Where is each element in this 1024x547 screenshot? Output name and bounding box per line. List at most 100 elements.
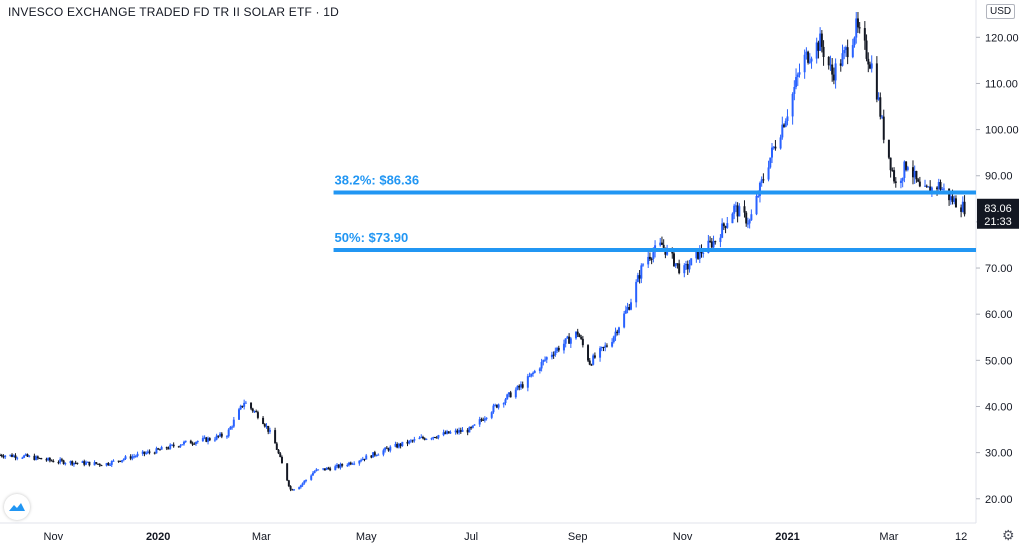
candle-body xyxy=(480,419,483,421)
candle-body xyxy=(267,425,270,432)
candle-body xyxy=(16,457,19,459)
candle-body xyxy=(136,453,139,457)
candle-body xyxy=(817,42,820,51)
candle-body xyxy=(746,223,749,225)
candle-body xyxy=(430,438,433,440)
candle-body xyxy=(642,264,645,266)
candle-body xyxy=(721,223,724,238)
candle-body xyxy=(538,368,541,372)
candle-body xyxy=(906,167,909,170)
y-tick-label: 90.00 xyxy=(985,171,1013,183)
candle-body xyxy=(449,432,452,434)
candle-body xyxy=(712,241,715,248)
fib-level-label: 50%: $73.90 xyxy=(335,230,409,245)
candle-body xyxy=(181,444,184,446)
candle-body xyxy=(444,432,447,434)
candle-body xyxy=(698,249,701,259)
candle-body xyxy=(808,61,811,63)
candle-body xyxy=(60,459,63,461)
candle-body xyxy=(420,436,423,438)
candle-body xyxy=(924,185,927,187)
candle-body xyxy=(903,161,906,178)
candle-body xyxy=(251,408,254,412)
candle-body xyxy=(397,443,400,448)
candle-body xyxy=(133,456,136,458)
candle-body xyxy=(98,463,101,466)
candle-body xyxy=(532,372,535,374)
candle-body xyxy=(710,241,713,248)
candle-body xyxy=(660,242,663,245)
x-tick-label: Sep xyxy=(568,531,588,543)
candle-body xyxy=(490,412,493,418)
candle-body xyxy=(518,385,521,388)
candle-body xyxy=(389,446,392,451)
candle-body xyxy=(930,187,933,194)
candle-body xyxy=(617,327,620,333)
candle-body xyxy=(743,206,746,213)
candle-body xyxy=(71,461,74,465)
candle-body xyxy=(268,430,271,432)
candle-body xyxy=(81,461,84,463)
candle-body xyxy=(351,463,354,465)
candle-body xyxy=(446,431,449,434)
currency-button[interactable]: USD xyxy=(986,4,1016,19)
candle-body xyxy=(954,198,957,208)
candle-body xyxy=(650,258,653,260)
candle-body xyxy=(280,456,283,464)
candle-body xyxy=(961,201,964,212)
candle-body xyxy=(213,439,216,441)
candle-body xyxy=(253,411,256,413)
candle-body xyxy=(540,361,543,369)
candle-body xyxy=(59,459,62,463)
candle-body xyxy=(748,220,751,224)
candle-body xyxy=(317,469,320,471)
candle-body xyxy=(726,223,729,228)
bar-countdown: 21:33 xyxy=(984,216,1012,228)
candle-body xyxy=(628,307,631,310)
candle-body xyxy=(399,443,402,447)
candle-body xyxy=(170,444,173,446)
candle-body xyxy=(887,139,890,158)
candle-body xyxy=(239,405,242,410)
tradingview-logo-icon[interactable] xyxy=(4,494,30,520)
candle-body xyxy=(57,462,60,464)
candle-body xyxy=(208,438,211,441)
candle-body xyxy=(382,450,385,455)
candle-body xyxy=(581,338,584,346)
candle-body xyxy=(868,64,871,69)
candle-body xyxy=(348,462,351,466)
candle-body xyxy=(146,451,149,453)
candle-body xyxy=(578,334,581,338)
candle-body xyxy=(36,456,39,459)
candle-body xyxy=(346,465,349,467)
candle-body xyxy=(167,448,170,450)
candle-body xyxy=(672,253,675,267)
candle-body xyxy=(803,54,806,73)
candle-body xyxy=(683,265,686,274)
candle-body xyxy=(286,463,289,481)
candle-body xyxy=(564,338,567,344)
candle-body xyxy=(413,439,416,441)
candle-body xyxy=(45,459,48,461)
candle-body xyxy=(408,440,411,444)
candle-body xyxy=(545,357,548,360)
candle-body xyxy=(736,205,739,217)
candle-body xyxy=(153,452,156,454)
candle-body xyxy=(605,345,608,347)
candle-body xyxy=(875,63,878,100)
candle-body xyxy=(406,441,409,444)
candle-body xyxy=(757,195,760,197)
candle-body xyxy=(394,443,397,447)
candle-body xyxy=(521,384,524,388)
y-tick-label: 70.00 xyxy=(985,263,1013,275)
candle-body xyxy=(52,460,55,463)
candle-body xyxy=(719,237,722,243)
candle-body xyxy=(83,461,86,465)
candle-body xyxy=(97,463,100,465)
gear-icon[interactable]: ⚙ xyxy=(1002,527,1015,543)
candle-body xyxy=(384,447,387,451)
candle-body xyxy=(470,427,473,429)
candle-body xyxy=(526,376,529,388)
candle-body xyxy=(84,462,87,465)
